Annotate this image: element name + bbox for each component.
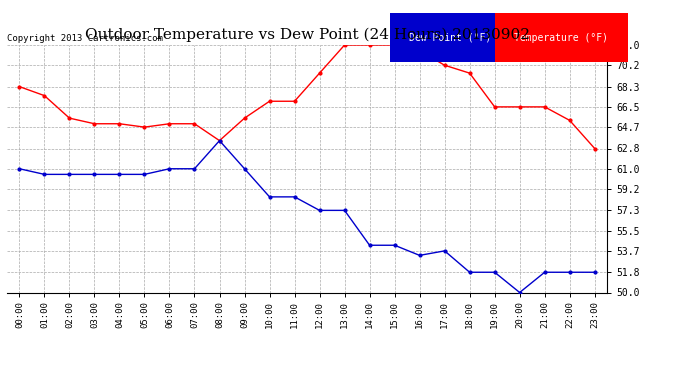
- Title: Outdoor Temperature vs Dew Point (24 Hours) 20130902: Outdoor Temperature vs Dew Point (24 Hou…: [85, 28, 529, 42]
- Text: Temperature (°F): Temperature (°F): [514, 33, 608, 42]
- Text: Copyright 2013 Cartronics.com: Copyright 2013 Cartronics.com: [7, 33, 163, 42]
- Text: Dew Point (°F): Dew Point (°F): [409, 33, 491, 42]
